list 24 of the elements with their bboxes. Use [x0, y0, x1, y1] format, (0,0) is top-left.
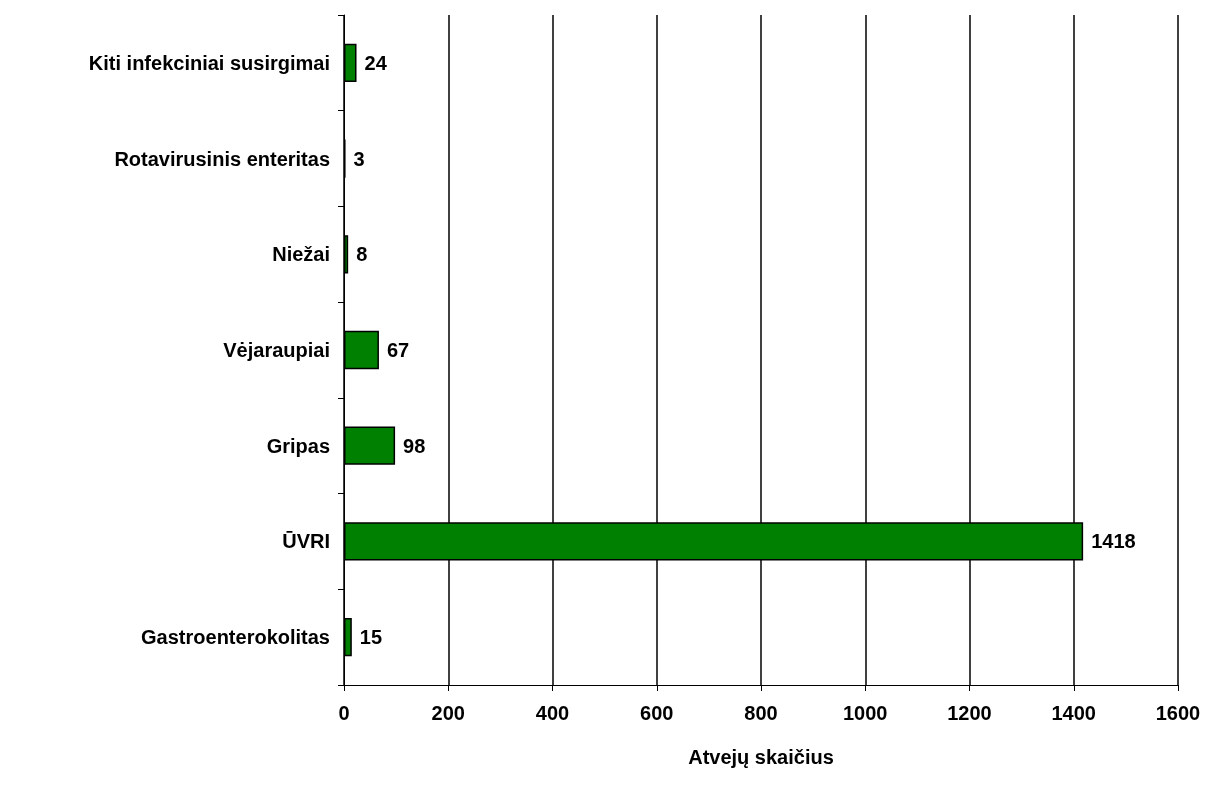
x-tick-label: 600	[640, 702, 674, 724]
x-tick-label: 1400	[1051, 702, 1096, 724]
x-tick-label: 1200	[947, 702, 992, 724]
y-tick-label: Rotavirusinis enteritas	[114, 147, 330, 170]
y-tick-label: ŪVRI	[282, 530, 330, 553]
x-tick-label: 1000	[843, 702, 888, 724]
data-label: 24	[364, 51, 388, 74]
data-label: 3	[353, 147, 365, 170]
data-label: 1418	[1091, 530, 1136, 553]
y-tick-label: Gripas	[266, 434, 330, 457]
y-tick-label: Niežai	[272, 243, 330, 266]
y-tick-label: Gastroenterokolitas	[141, 626, 330, 649]
y-tick-label: Kiti infekciniai susirgimai	[88, 51, 330, 74]
y-tick-label: Vėjaraupiai	[223, 339, 330, 361]
x-tick-label: 800	[744, 702, 778, 724]
x-tick-label: 400	[535, 702, 570, 724]
data-label: 8	[356, 243, 368, 266]
data-label: 98	[403, 434, 426, 457]
data-label: 67	[386, 339, 410, 361]
data-label: 15	[359, 626, 383, 649]
x-axis-title: Atvejų skaičius	[688, 746, 834, 768]
x-tick-label: 200	[431, 702, 465, 724]
x-tick-label: 0	[338, 702, 350, 724]
x-tick-label: 1600	[1155, 702, 1201, 724]
